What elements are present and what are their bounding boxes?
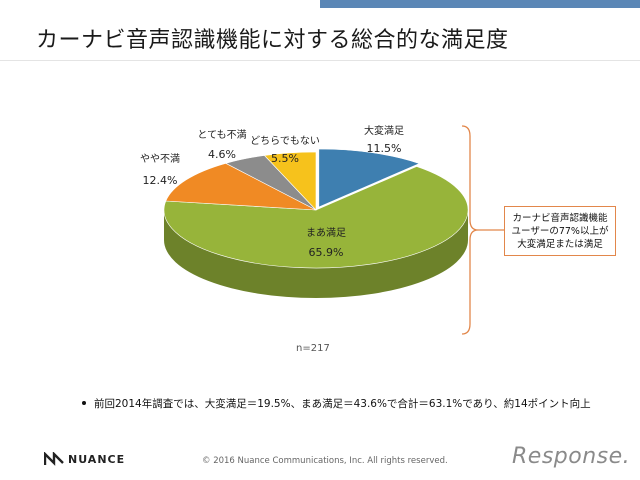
top-accent-bar: [320, 0, 640, 8]
response-watermark: Response.: [512, 444, 631, 469]
title-divider: [0, 60, 640, 61]
slice-value-0: 11.5%: [367, 142, 402, 155]
slice-label-3: とても不満: [197, 129, 246, 141]
callout-line-2: ユーザーの77%以上が: [511, 225, 609, 237]
nuance-logo-icon: [44, 452, 64, 466]
nuance-logo: NUANCE: [44, 452, 125, 466]
slice-label-2: やや不満: [140, 153, 180, 165]
bullet-icon: [82, 401, 86, 405]
slice-value-1: 65.9%: [309, 246, 344, 259]
callout-line-1: カーナビ音声認識機能: [512, 212, 608, 224]
slice-value-2: 12.4%: [143, 174, 178, 187]
pie-slice-4: [263, 151, 317, 211]
sample-size-label: n=217: [296, 343, 330, 354]
nuance-brand-text: NUANCE: [68, 452, 126, 466]
slice-label-0: 大変満足: [364, 124, 404, 137]
copyright: © 2016 Nuance Communications, Inc. All r…: [202, 456, 448, 466]
slice-label-4: どちらでもない: [250, 135, 320, 147]
pie-slice-0: [318, 148, 421, 208]
pie-side-1: [164, 210, 468, 298]
pie-slice-1: [163, 166, 469, 269]
slice-value-3: 4.6%: [208, 148, 236, 161]
summary-callout: カーナビ音声認識機能 ユーザーの77%以上が 大変満足または満足: [504, 206, 616, 256]
page-title: カーナビ音声認識機能に対する総合的な満足度: [36, 28, 509, 53]
footnote-text: 前回2014年調査では、大変満足＝19.5%、まあ満足＝43.6%で合計＝63.…: [94, 398, 591, 410]
slice-value-4: 5.5%: [271, 152, 299, 165]
footnote: 前回2014年調査では、大変満足＝19.5%、まあ満足＝43.6%で合計＝63.…: [82, 396, 591, 411]
top-bar: [0, 0, 640, 12]
slice-label-1: まあ満足: [306, 227, 346, 239]
pie-slice-2: [165, 162, 317, 211]
callout-line-3: 大変満足または満足: [517, 238, 603, 250]
